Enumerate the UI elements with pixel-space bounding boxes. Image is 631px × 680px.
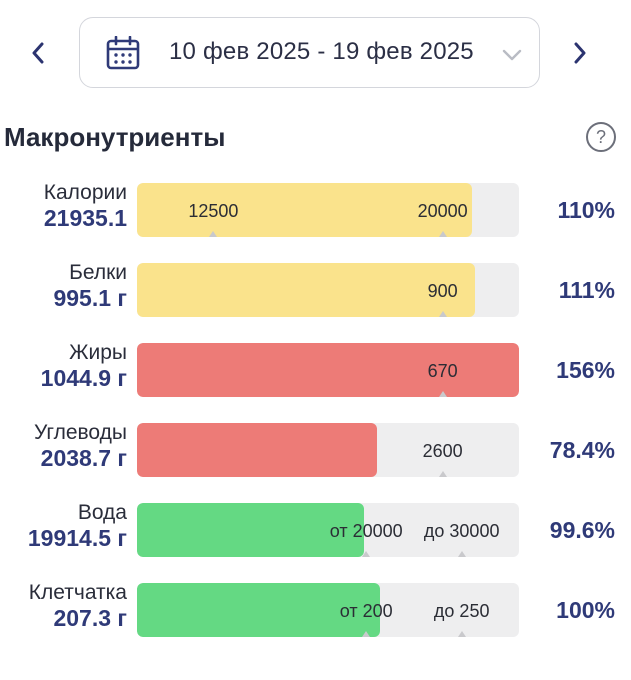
- progress-fill: [137, 423, 377, 477]
- target-marker-icon: [457, 631, 466, 637]
- progress-fill: [137, 503, 365, 557]
- nutrient-row[interactable]: Вода 19914.5 г от 20000 до 30000 99.6%: [0, 501, 631, 559]
- nutrient-name: Белки: [69, 261, 127, 284]
- nutrient-row[interactable]: Белки 995.1 г 900 111%: [0, 261, 631, 319]
- nutrient-row[interactable]: Жиры 1044.9 г 670 156%: [0, 341, 631, 399]
- progress-fill: [137, 183, 473, 237]
- target-marker-label: от 200: [339, 601, 393, 621]
- nutrient-value: 21935.1: [43, 205, 127, 231]
- nutrient-value: 19914.5 г: [27, 525, 127, 551]
- target-marker-label: 900: [427, 281, 458, 301]
- date-range-selector[interactable]: 10 фев 2025 - 19 фев 2025: [79, 17, 540, 88]
- nutrient-percent: 110%: [557, 197, 615, 223]
- progress-fill: [137, 583, 380, 637]
- target-marker-icon: [362, 631, 371, 637]
- target-marker-icon: [438, 391, 447, 397]
- calendar-icon: [106, 36, 140, 70]
- nutrient-value: 2038.7 г: [40, 445, 127, 471]
- target-marker-icon: [438, 311, 447, 317]
- target-marker-icon: [209, 231, 218, 237]
- nutrient-value: 207.3 г: [53, 605, 127, 631]
- target-marker-icon: [438, 231, 447, 237]
- progress-fill: [137, 263, 476, 317]
- target-marker-label: от 20000: [329, 521, 403, 541]
- target-marker-label: до 30000: [423, 521, 500, 541]
- nutrient-value: 1044.9 г: [40, 365, 127, 391]
- nutrient-name: Углеводы: [33, 421, 127, 444]
- prev-period-button[interactable]: [18, 30, 58, 76]
- help-icon[interactable]: ?: [586, 122, 616, 152]
- date-range-text: 10 фев 2025 - 19 фев 2025: [169, 38, 474, 65]
- chevron-left-icon: [32, 42, 44, 64]
- nutrient-percent: 111%: [558, 277, 615, 303]
- target-marker-icon: [457, 551, 466, 557]
- progress-track: 670: [137, 343, 519, 397]
- next-period-button[interactable]: [560, 30, 600, 76]
- nutrient-row[interactable]: Клетчатка 207.3 г от 200 до 250 100%: [0, 581, 631, 639]
- target-marker-icon: [438, 471, 447, 477]
- date-range-bar: 10 фев 2025 - 19 фев 2025: [0, 0, 631, 100]
- chevron-down-icon: [502, 49, 522, 61]
- target-marker-label: 2600: [422, 441, 463, 461]
- target-marker-label: 670: [427, 361, 458, 381]
- progress-track: от 200 до 250: [137, 583, 519, 637]
- progress-track: от 20000 до 30000: [137, 503, 519, 557]
- target-marker-label: 12500: [188, 201, 239, 221]
- progress-track: 2600: [137, 423, 519, 477]
- nutrient-name: Жиры: [69, 341, 127, 364]
- target-marker-label: до 250: [433, 601, 490, 621]
- nutrient-row[interactable]: Калории 21935.1 12500 20000 110%: [0, 181, 631, 239]
- nutrient-name: Вода: [77, 501, 127, 524]
- progress-track: 12500 20000: [137, 183, 519, 237]
- nutrient-name: Клетчатка: [28, 581, 127, 604]
- target-marker-icon: [362, 551, 371, 557]
- progress-fill: [137, 343, 519, 397]
- section-title: Макронутриенты: [4, 122, 226, 152]
- progress-track: 900: [137, 263, 519, 317]
- nutrient-row[interactable]: Углеводы 2038.7 г 2600 78.4%: [0, 421, 631, 479]
- target-marker-label: 20000: [417, 201, 468, 221]
- nutrient-percent: 100%: [556, 597, 615, 623]
- nutrient-percent: 78.4%: [549, 437, 615, 463]
- nutrient-percent: 156%: [556, 357, 615, 383]
- nutrient-percent: 99.6%: [549, 517, 615, 543]
- nutrient-value: 995.1 г: [53, 285, 127, 311]
- chevron-right-icon: [574, 42, 586, 64]
- nutrient-name: Калории: [43, 181, 127, 204]
